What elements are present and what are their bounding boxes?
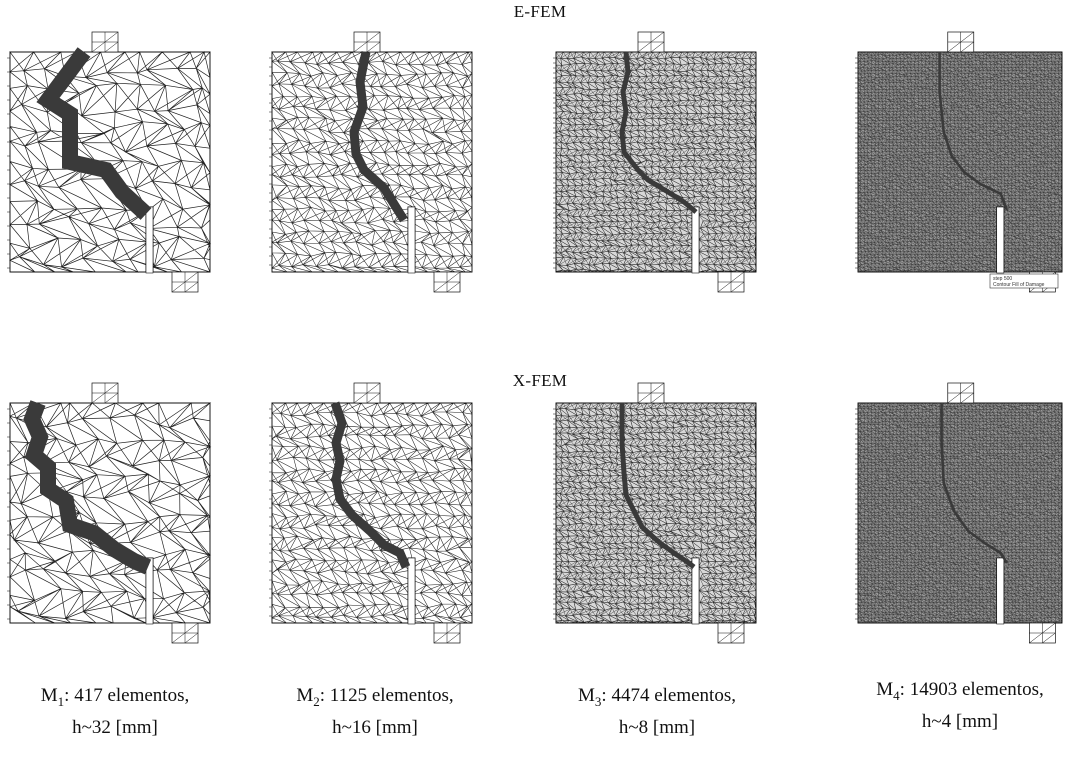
caption-m4-index: 4: [893, 687, 900, 703]
xfem-mesh-m2: [269, 382, 473, 644]
caption-m3-elements: : 4474 elementos,: [601, 685, 736, 706]
xfem-row-title: X-FEM: [512, 371, 568, 390]
caption-m1-h: h~32 [mm]: [72, 716, 158, 738]
caption-m2: M2: 1125 elementos, h~16 [mm]: [260, 683, 490, 741]
efem-row-title: E-FEM: [513, 2, 567, 21]
caption-m2-index: 2: [313, 693, 320, 709]
caption-m3-model: M: [578, 685, 595, 706]
caption-m2-h: h~16 [mm]: [332, 716, 418, 738]
legend-box-step: step 500: [993, 276, 1012, 282]
xfem-mesh-m4: [855, 382, 1063, 644]
caption-m1-index: 1: [57, 693, 65, 709]
caption-m1-model: M: [40, 685, 58, 706]
caption-m1-elements: : 417 elementos,: [64, 685, 190, 706]
efem-mesh-m2: [269, 31, 473, 293]
caption-m4-elements: : 14903 elementos,: [899, 679, 1044, 700]
caption-m3: M3: 4474 elementos, h~8 [mm]: [542, 683, 772, 741]
caption-m3-h: h~8 [mm]: [618, 716, 696, 738]
efem-mesh-m3: [553, 31, 757, 293]
caption-m4-h: h~4 [mm]: [921, 710, 999, 732]
legend-box-label: Contour Fill of Damage: [993, 282, 1045, 288]
xfem-mesh-m3: [553, 382, 757, 644]
caption-m3-index: 3: [594, 693, 602, 709]
caption-m1: M1: 417 elementos, h~32 [mm]: [0, 683, 230, 741]
caption-m4-model: M: [876, 679, 894, 700]
caption-m2-elements: : 1125 elementos,: [319, 685, 454, 706]
caption-m4: M4: 14903 elementos, h~4 [mm]: [845, 677, 1075, 735]
caption-m2-model: M: [296, 685, 314, 706]
xfem-mesh-m1: [7, 382, 212, 644]
efem-mesh-m1: [7, 31, 212, 293]
